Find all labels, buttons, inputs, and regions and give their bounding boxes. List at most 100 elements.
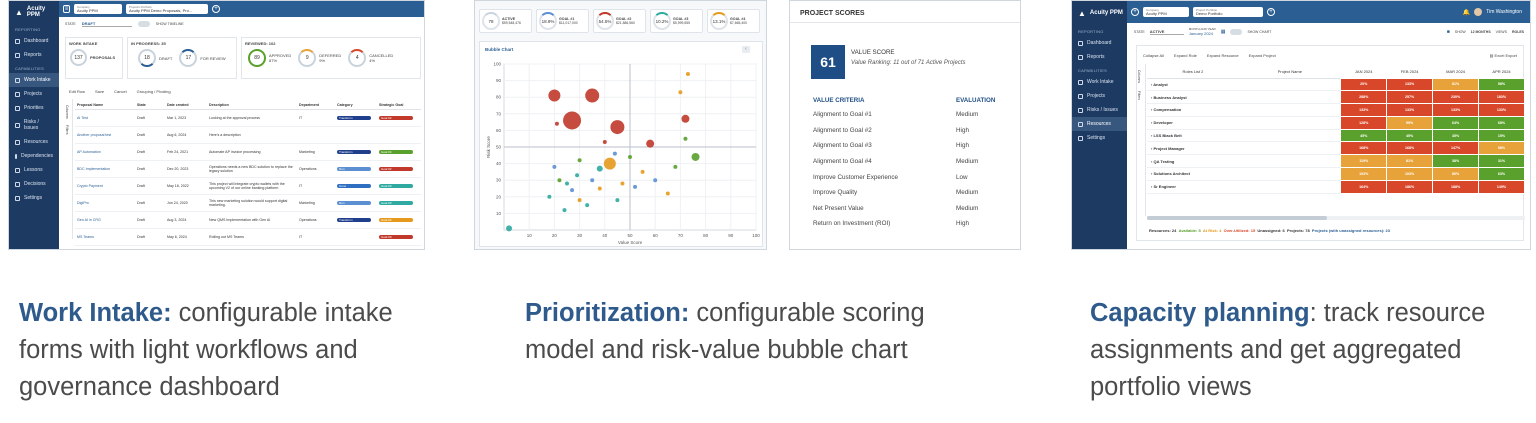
toolbar-button-collapse-all[interactable]: Collapse All bbox=[1143, 53, 1164, 58]
column-header[interactable]: Proposal Name bbox=[75, 101, 135, 110]
sidebar-item-reports[interactable]: Reports bbox=[9, 48, 59, 62]
utilization-cell[interactable]: 133% bbox=[1386, 103, 1434, 117]
bubble-point[interactable] bbox=[575, 173, 580, 178]
toolbar-button-expand-project[interactable]: Expand Project bbox=[1248, 53, 1276, 58]
bubble-point[interactable] bbox=[565, 181, 569, 186]
bubble-point[interactable] bbox=[585, 88, 600, 103]
bubble-point[interactable] bbox=[665, 191, 670, 196]
role-name[interactable]: › Analyst bbox=[1147, 78, 1239, 91]
utilization-cell[interactable]: 188% bbox=[1432, 179, 1480, 194]
sidebar-item-settings[interactable]: Settings bbox=[1072, 131, 1127, 145]
company-select[interactable]: Company Acuity PPM bbox=[74, 4, 122, 14]
utilization-cell[interactable]: 168% bbox=[1340, 141, 1388, 156]
sidebar-item-dependencies[interactable]: Dependencies bbox=[9, 149, 59, 163]
company-select[interactable]: Company Acuity PPM bbox=[1143, 7, 1189, 17]
columns-tab[interactable]: Columns bbox=[65, 105, 69, 119]
utilization-cell[interactable]: 58% bbox=[1478, 77, 1525, 92]
utilization-cell[interactable]: 119% bbox=[1340, 154, 1388, 169]
toolbar-button-save[interactable]: Save bbox=[95, 89, 105, 94]
column-header[interactable]: Date created bbox=[165, 101, 207, 110]
table-row[interactable]: AI Test Draft Mar 1, 2023 Looking at the ap… bbox=[75, 110, 421, 127]
role-name[interactable]: › Project Manager bbox=[1147, 142, 1239, 155]
table-row[interactable]: BDC Implementation Draft Dec 20, 2023 Opera… bbox=[75, 161, 421, 178]
filters-tab[interactable]: Filters bbox=[65, 124, 69, 135]
column-header[interactable]: APR 2024 bbox=[1492, 69, 1511, 75]
toolbar-button-expand-resource[interactable]: Expand Resource bbox=[1206, 53, 1239, 58]
bubble-point[interactable] bbox=[683, 136, 688, 141]
table-row[interactable]: DigiPro Draft Jun 24, 2020 This new marketi… bbox=[75, 195, 421, 212]
utilization-cell[interactable]: 81% bbox=[1386, 154, 1434, 169]
filters-tab[interactable]: Filters bbox=[1137, 91, 1141, 100]
sidebar-item-settings[interactable]: Settings bbox=[9, 191, 59, 205]
chevron-right-icon[interactable]: › bbox=[1151, 158, 1154, 164]
calendar-icon[interactable]: ▦ bbox=[1220, 28, 1226, 35]
column-header[interactable]: JAN 2024 bbox=[1354, 69, 1373, 75]
month-select[interactable]: MONTH AND YEAR January 2024 bbox=[1188, 27, 1216, 36]
table-row[interactable]: › Developer 128% 99% 64% 68% bbox=[1147, 115, 1525, 130]
months-select[interactable]: 12 MONTHS bbox=[1470, 29, 1491, 34]
utilization-cell[interactable]: 186% bbox=[1386, 179, 1434, 194]
sidebar-item-reports[interactable]: Reports bbox=[1072, 50, 1127, 64]
column-header[interactable]: State bbox=[135, 101, 165, 110]
bubble-point[interactable] bbox=[615, 198, 620, 203]
table-row[interactable]: Another proposal test Draft Aug 6, 2024 Her… bbox=[75, 127, 421, 144]
bubble-point[interactable] bbox=[577, 198, 582, 203]
portfolio-select[interactable]: Projects Portfolio Acuity PPM Demo Propos… bbox=[126, 4, 208, 14]
utilization-cell[interactable]: 15% bbox=[1478, 128, 1525, 143]
column-header[interactable]: Roles List 2 bbox=[1182, 69, 1204, 75]
utilization-cell[interactable]: 45% bbox=[1340, 128, 1388, 143]
column-header[interactable]: Project Name bbox=[1277, 69, 1302, 75]
state-select[interactable]: DRAFT bbox=[81, 21, 132, 27]
utilization-cell[interactable]: 68% bbox=[1478, 115, 1525, 130]
role-name[interactable]: › Sr Engineer bbox=[1147, 180, 1239, 193]
views-select[interactable]: ROLES bbox=[1511, 29, 1524, 34]
chevron-right-icon[interactable]: › bbox=[1151, 107, 1154, 113]
column-header[interactable]: Description bbox=[207, 101, 297, 110]
column-header[interactable]: Strategic Goal bbox=[377, 101, 421, 110]
expand-icon[interactable]: ‹ bbox=[742, 46, 750, 53]
sidebar-item-risks-issues[interactable]: Risks / Issues bbox=[9, 115, 59, 135]
save-icon[interactable]: ■ bbox=[1446, 28, 1450, 35]
bubble-point[interactable] bbox=[506, 225, 513, 232]
utilization-cell[interactable]: 98% bbox=[1478, 141, 1525, 156]
sidebar-item-risks-issues[interactable]: Risks / Issues bbox=[1072, 103, 1127, 117]
utilization-cell[interactable]: 164% bbox=[1340, 179, 1388, 194]
utilization-cell[interactable]: 147% bbox=[1432, 141, 1480, 156]
user-name[interactable]: Tim Washington bbox=[1486, 9, 1522, 15]
sidebar-item-lessons[interactable]: Lessons bbox=[9, 163, 59, 177]
bubble-point[interactable] bbox=[554, 121, 559, 126]
table-row[interactable]: AP Automation Draft Feb 24, 2021 Automate A… bbox=[75, 144, 421, 161]
role-name[interactable]: › Compensation bbox=[1147, 104, 1239, 117]
add-icon[interactable]: + bbox=[212, 5, 220, 13]
utilization-cell[interactable]: 133% bbox=[1340, 103, 1388, 117]
menu-icon[interactable]: ≡ bbox=[63, 5, 70, 13]
utilization-cell[interactable]: 81% bbox=[1432, 77, 1480, 92]
utilization-cell[interactable]: 133% bbox=[1386, 77, 1434, 92]
chevron-right-icon[interactable]: › bbox=[1151, 145, 1154, 151]
bubble-point[interactable] bbox=[603, 157, 616, 170]
sidebar-item-dashboard[interactable]: Dashboard bbox=[1072, 36, 1127, 50]
table-row[interactable]: › LSS Black Belt 45% 45% 45% 15% bbox=[1147, 128, 1525, 143]
chevron-right-icon[interactable]: › bbox=[1151, 94, 1154, 100]
bubble-point[interactable] bbox=[610, 120, 625, 135]
chevron-right-icon[interactable]: › bbox=[1151, 171, 1154, 177]
toolbar-button-grouping-pivoting[interactable]: Grouping / Pivoting bbox=[136, 89, 171, 94]
utilization-cell[interactable]: 99% bbox=[1386, 115, 1434, 130]
utilization-cell[interactable]: 64% bbox=[1432, 115, 1480, 130]
chevron-right-icon[interactable]: › bbox=[1151, 120, 1154, 126]
show-chart-toggle[interactable] bbox=[1230, 28, 1243, 35]
utilization-cell[interactable]: 288% bbox=[1340, 90, 1388, 105]
bubble-point[interactable] bbox=[596, 165, 603, 172]
utilization-cell[interactable]: 128% bbox=[1340, 115, 1388, 130]
utilization-cell[interactable]: 103% bbox=[1386, 167, 1434, 181]
bubble-point[interactable] bbox=[646, 139, 655, 148]
sidebar-item-work-intake[interactable]: Work Intake bbox=[1072, 75, 1127, 89]
toolbar-button-cancel[interactable]: Cancel bbox=[114, 89, 127, 94]
bubble-point[interactable] bbox=[552, 164, 557, 169]
bubble-point[interactable] bbox=[570, 188, 575, 193]
role-name[interactable]: › LSS Black Belt bbox=[1147, 129, 1239, 142]
bubble-point[interactable] bbox=[557, 178, 562, 183]
column-header[interactable]: MAR 2024 bbox=[1446, 69, 1466, 75]
sidebar-item-priorities[interactable]: Priorities bbox=[9, 101, 59, 115]
role-name[interactable]: › Business Analyst bbox=[1147, 91, 1239, 104]
